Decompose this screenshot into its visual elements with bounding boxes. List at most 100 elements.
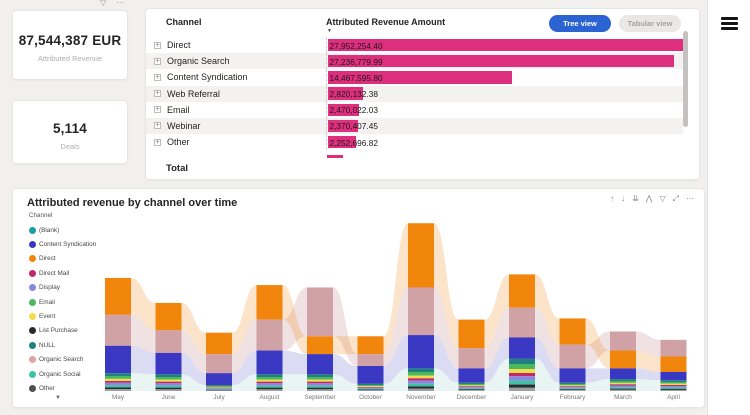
bar-segment-organic-search[interactable] [105,314,131,346]
bar-segment-minor-channel[interactable] [105,378,131,382]
bar-segment-minor-channel[interactable] [509,387,535,391]
focus-mode-icon[interactable]: ⤢ [672,194,679,203]
bar-segment-minor-channel[interactable] [357,385,384,387]
bar-segment-direct[interactable] [559,318,586,345]
bar-segment-minor-channel[interactable] [458,387,485,389]
bar-segment-minor-channel[interactable] [307,385,333,388]
bar-segment-minor-channel[interactable] [307,387,333,390]
bar-segment-minor-channel[interactable] [155,381,182,384]
bar-segment-organic-search[interactable] [206,354,232,374]
bar-segment-minor-channel[interactable] [155,387,182,390]
bar-segment-minor-channel[interactable] [509,380,535,385]
legend-scroll-down-icon[interactable]: ▼ [55,395,61,401]
bar-segment-minor-channel[interactable] [357,389,384,391]
bar-segment-minor-channel[interactable] [155,377,182,380]
bar-segment-direct[interactable] [660,356,687,372]
bar-segment-minor-channel[interactable] [307,374,333,378]
bar-segment-minor-channel[interactable] [357,387,384,388]
bar-segment-minor-channel[interactable] [256,379,283,382]
bar-segment-minor-channel[interactable] [206,386,232,388]
bar-segment-content-syndication[interactable] [307,354,333,375]
bar-segment-minor-channel[interactable] [307,381,333,384]
bar-segment-content-syndication[interactable] [610,368,636,380]
bar-segment-minor-channel[interactable] [155,383,182,386]
bar-segment-content-syndication[interactable] [660,371,687,381]
drill-up-icon[interactable]: ↑ [610,194,615,203]
bar-segment-minor-channel[interactable] [610,379,636,382]
sort-descending-icon[interactable]: ▼ [327,28,332,34]
table-row[interactable]: + Direct 27,952,254.40 [146,37,684,54]
bar-segment-content-syndication[interactable] [509,337,535,359]
column-header-attributed-revenue[interactable]: Attributed Revenue Amount [326,17,446,27]
bar-segment-minor-channel[interactable] [559,382,586,385]
bar-segment-minor-channel[interactable] [660,382,687,384]
bar-segment-minor-channel[interactable] [660,383,687,386]
bar-segment-minor-channel[interactable] [256,381,283,384]
bar-segment-minor-channel[interactable] [610,388,636,390]
bar-segment-minor-channel[interactable] [206,389,232,391]
bar-segment-minor-channel[interactable] [610,387,636,389]
expand-row-icon[interactable]: + [154,57,161,65]
bar-segment-minor-channel[interactable] [206,387,232,389]
bar-segment-minor-channel[interactable] [256,385,283,388]
bar-segment-minor-channel[interactable] [660,385,687,387]
expand-next-level-icon[interactable]: ⇊ [632,194,639,203]
bar-segment-organic-search[interactable] [307,287,333,337]
bar-segment-minor-channel[interactable] [256,377,283,380]
legend-item[interactable]: Direct Mail [29,266,109,280]
bar-segment-minor-channel[interactable] [559,384,586,386]
legend-item[interactable]: Display [29,281,109,295]
bar-segment-minor-channel[interactable] [105,382,131,386]
drill-down-icon[interactable]: ↓ [621,194,626,203]
table-row[interactable]: + Email 2,470,022.03 [146,101,683,118]
legend-item[interactable]: Other [29,381,109,395]
more-options-icon[interactable]: ⋯ [686,194,694,203]
legend-item[interactable]: Event [29,309,109,323]
bar-segment-minor-channel[interactable] [408,386,434,389]
bar-segment-minor-channel[interactable] [357,383,384,386]
legend-item[interactable]: Content Syndication [29,237,109,251]
bar-segment-minor-channel[interactable] [660,380,687,383]
legend-item[interactable]: List Purchase [29,324,109,338]
bar-segment-minor-channel[interactable] [105,381,131,383]
bar-segment-direct[interactable] [256,285,283,320]
bar-segment-content-syndication[interactable] [256,350,283,375]
bar-segment-minor-channel[interactable] [458,385,485,387]
bar-segment-direct[interactable] [509,274,535,308]
bar-segment-minor-channel[interactable] [660,387,687,389]
bar-segment-minor-channel[interactable] [155,385,182,388]
bar-segment-minor-channel[interactable] [660,389,687,391]
expand-row-icon[interactable]: + [154,73,161,81]
legend-item[interactable]: (Blank) [29,223,109,237]
bar-segment-minor-channel[interactable] [357,387,384,389]
bar-segment-minor-channel[interactable] [610,382,636,385]
bar-segment-minor-channel[interactable] [155,389,182,391]
bar-segment-minor-channel[interactable] [408,378,434,381]
bar-segment-organic-search[interactable] [408,287,434,336]
bar-segment-minor-channel[interactable] [206,390,232,391]
table-row[interactable]: + Content Syndication 14,467,595.80 [146,69,683,86]
bar-segment-minor-channel[interactable] [307,377,333,380]
bar-segment-minor-channel[interactable] [105,376,131,379]
bar-segment-content-syndication[interactable] [206,373,232,386]
expand-row-icon[interactable]: + [154,90,161,98]
bar-segment-content-syndication[interactable] [155,352,182,375]
bar-segment-minor-channel[interactable] [206,386,232,387]
bar-segment-organic-search[interactable] [660,339,687,357]
legend-item[interactable]: NULL [29,338,109,352]
bar-segment-minor-channel[interactable] [307,379,333,382]
bar-segment-minor-channel[interactable] [559,387,586,389]
bar-segment-minor-channel[interactable] [559,390,586,391]
bar-segment-minor-channel[interactable] [408,380,434,384]
bar-segment-minor-channel[interactable] [559,386,586,388]
bar-segment-minor-channel[interactable] [458,388,485,390]
bar-segment-direct[interactable] [155,302,182,331]
bar-segment-content-syndication[interactable] [458,368,485,383]
bar-segment-minor-channel[interactable] [408,388,434,391]
bar-segment-direct[interactable] [357,336,384,355]
filter-icon[interactable]: ▽ [100,0,107,7]
bar-segment-minor-channel[interactable] [408,368,434,373]
bar-segment-minor-channel[interactable] [660,388,687,390]
bar-segment-minor-channel[interactable] [105,389,131,391]
table-scrollbar[interactable] [683,31,688,127]
